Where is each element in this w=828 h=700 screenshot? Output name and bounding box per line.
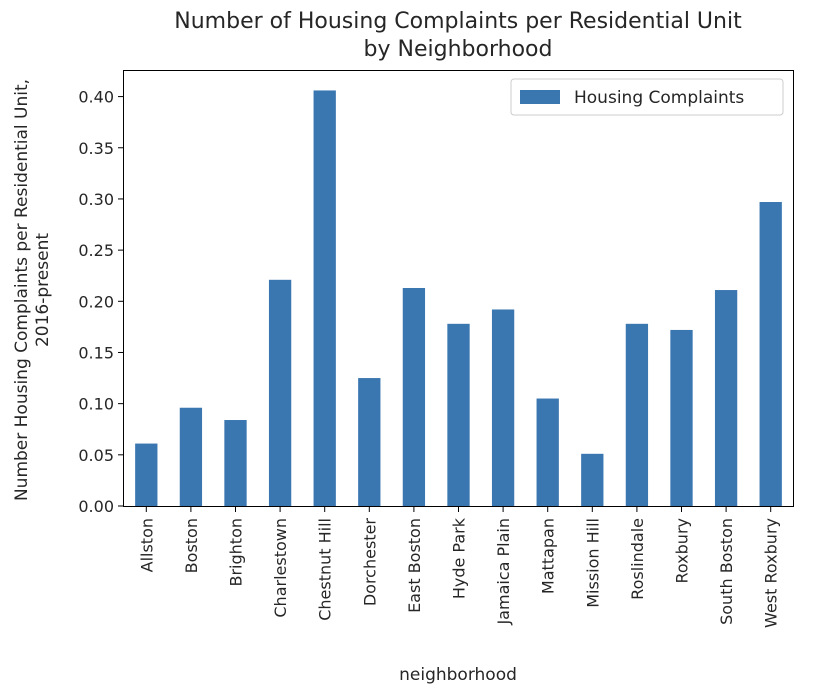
plot-frame	[123, 70, 794, 507]
x-tick-label: Mattapan	[539, 518, 558, 594]
bar-boston	[179, 407, 203, 506]
bar-chestnut-hill	[313, 90, 336, 506]
y-tick-label: 0.25	[78, 241, 114, 260]
y-tick-label: 0.30	[78, 190, 114, 209]
bar-south-boston	[714, 290, 738, 506]
bar-jamaica-plain	[491, 309, 515, 506]
bar-dorchester	[358, 378, 381, 506]
y-tick-label: 0.15	[78, 343, 114, 362]
y-tick-label: 0.00	[78, 497, 114, 516]
x-tick-label: Charlestown	[271, 518, 290, 618]
bar-series	[135, 90, 782, 506]
x-tick-label: Brighton	[227, 518, 246, 587]
bar-hyde-park	[447, 323, 470, 506]
bar-roxbury	[670, 329, 693, 506]
y-axis-label-line1: Number Housing Complaints per Residentia…	[12, 79, 32, 501]
bar-brighton	[224, 420, 247, 506]
x-tick-label: Roxbury	[673, 518, 692, 584]
x-tick-label: South Boston	[717, 518, 736, 625]
bar-charlestown	[268, 279, 292, 506]
x-tick-label: Chestnut Hill	[316, 518, 335, 621]
legend-swatch	[520, 90, 560, 104]
y-axis-ticks: 0.00 0.05 0.10 0.15 0.20 0.25 0.30 0.35 0.40	[78, 88, 124, 516]
x-tick-label: East Boston	[405, 518, 424, 613]
y-tick-label: 0.20	[78, 292, 114, 311]
bar-east-boston	[402, 287, 426, 506]
y-tick-label: 0.35	[78, 139, 114, 158]
x-axis-label: neighborhood	[399, 665, 517, 685]
legend-label: Housing Complaints	[574, 88, 744, 108]
bar-mission-hill	[581, 453, 604, 506]
bar-mattapan	[536, 398, 559, 506]
x-tick-label: Boston	[182, 518, 201, 573]
bar-west-roxbury	[759, 202, 782, 506]
x-tick-label: Roslindale	[628, 518, 647, 600]
x-tick-label: Hyde Park	[450, 517, 469, 599]
legend-frame	[510, 78, 784, 116]
x-tick-label: Jamaica Plain	[494, 518, 513, 626]
chart-title-line1: Number of Housing Complaints per Residen…	[174, 9, 742, 34]
legend: Housing Complaints	[510, 78, 784, 116]
bar-allston	[135, 443, 158, 506]
y-tick-label: 0.10	[78, 395, 114, 414]
bar-roslindale	[625, 323, 649, 506]
x-axis-ticks: Allston Boston Brighton Charlestown Chestnut…	[137, 506, 781, 628]
x-tick-label: Mission Hill	[583, 518, 602, 608]
x-tick-label: Allston	[137, 518, 156, 572]
y-tick-label: 0.05	[78, 446, 114, 465]
chart-title-line2: by Neighborhood	[364, 37, 553, 62]
y-axis-label-line2: 2016-present	[33, 233, 53, 347]
x-tick-label: Dorchester	[360, 518, 379, 607]
x-tick-label: West Roxbury	[762, 518, 781, 628]
y-tick-label: 0.40	[78, 88, 114, 107]
